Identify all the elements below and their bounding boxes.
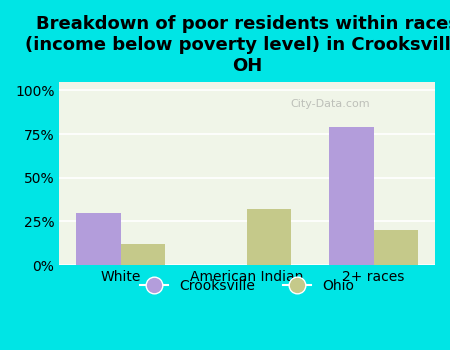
Legend: Crooksville, Ohio: Crooksville, Ohio bbox=[135, 273, 360, 299]
Bar bbox=[76, 213, 121, 265]
Bar bbox=[374, 230, 418, 265]
Bar bbox=[329, 127, 373, 265]
Text: City-Data.com: City-Data.com bbox=[290, 99, 369, 109]
Bar bbox=[247, 209, 292, 265]
Title: Breakdown of poor residents within races
(income below poverty level) in Crooksv: Breakdown of poor residents within races… bbox=[25, 15, 450, 75]
Bar bbox=[121, 244, 165, 265]
